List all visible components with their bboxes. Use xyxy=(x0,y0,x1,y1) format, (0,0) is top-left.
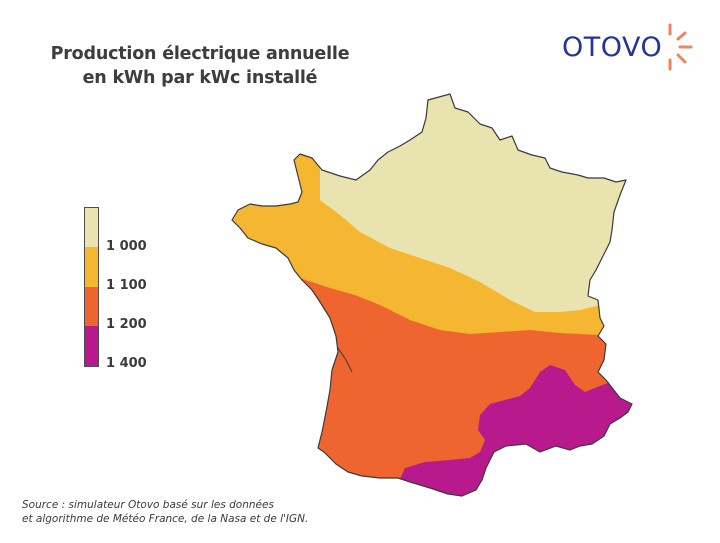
logo-text: OTOVO xyxy=(562,32,663,63)
legend-label-1200: 1 200 xyxy=(106,317,147,332)
sun-rays-icon xyxy=(668,23,693,71)
source-note: Source : simulateur Otovo basé sur les d… xyxy=(22,498,308,526)
title-line-2: en kWh par kWc installé xyxy=(82,68,318,88)
map-title: Production électrique annuelle en kWh pa… xyxy=(30,42,370,90)
legend-swatch-1200 xyxy=(85,287,98,326)
legend-label-1100: 1 100 xyxy=(106,278,147,293)
legend-swatch-1400 xyxy=(85,326,98,366)
source-line-1: Source : simulateur Otovo basé sur les d… xyxy=(22,499,274,511)
title-line-1: Production électrique annuelle xyxy=(50,44,350,64)
legend-label-1000: 1 000 xyxy=(106,239,147,254)
legend-label-1400: 1 400 xyxy=(106,356,147,371)
otovo-logo: OTOVO xyxy=(562,22,702,72)
legend-swatch-1000 xyxy=(85,208,98,247)
legend-swatch-1100 xyxy=(85,247,98,287)
source-line-2: et algorithme de Météo France, de la Nas… xyxy=(22,513,309,525)
legend-color-bar xyxy=(84,207,99,367)
